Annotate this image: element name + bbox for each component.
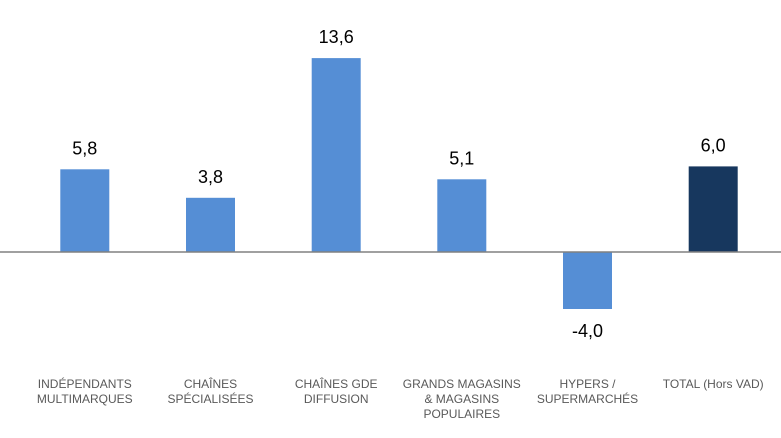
bars-group xyxy=(60,58,738,309)
category-label-line: & MAGASINS xyxy=(424,392,499,406)
category-label-2: CHAÎNES GDE DIFFUSION xyxy=(295,376,378,406)
category-label-line: INDÉPENDANTS xyxy=(38,376,132,391)
category-label-1: CHAÎNES SPÉCIALISÉES xyxy=(167,376,253,406)
value-label-1: 3,8 xyxy=(198,167,223,187)
category-label-line: SUPERMARCHÉS xyxy=(537,391,638,406)
category-label-line: POPULAIRES xyxy=(423,407,500,421)
bar-3 xyxy=(437,179,487,252)
value-label-4: -4,0 xyxy=(572,321,603,341)
value-label-2: 13,6 xyxy=(319,27,354,47)
bar-0 xyxy=(60,169,110,252)
category-label-3: GRANDS MAGASINS & MAGASINS POPULAIRES xyxy=(403,377,521,421)
category-label-line: CHAÎNES xyxy=(184,376,237,391)
value-label-5: 6,0 xyxy=(701,135,726,155)
category-label-0: INDÉPENDANTS MULTIMARQUES xyxy=(37,376,133,406)
bar-5 xyxy=(688,166,738,252)
category-label-4: HYPERS / SUPERMARCHÉS xyxy=(537,377,638,406)
category-label-line: TOTAL (Hors VAD) xyxy=(663,377,764,391)
category-label-line: GRANDS MAGASINS xyxy=(403,377,521,391)
bar-4 xyxy=(563,252,612,309)
bar-2 xyxy=(311,58,361,252)
category-label-line: DIFFUSION xyxy=(304,392,369,406)
value-labels-group: 5,8 3,8 13,6 5,1 -4,0 6,0 xyxy=(72,27,725,341)
category-label-5: TOTAL (Hors VAD) xyxy=(663,377,764,391)
category-label-line: CHAÎNES GDE xyxy=(295,376,378,391)
bar-1 xyxy=(186,197,235,252)
category-label-line: MULTIMARQUES xyxy=(37,392,133,406)
value-label-0: 5,8 xyxy=(72,138,97,158)
value-label-3: 5,1 xyxy=(449,148,474,168)
category-label-line: HYPERS / xyxy=(559,377,616,391)
category-label-line: SPÉCIALISÉES xyxy=(167,391,253,406)
category-labels-group: INDÉPENDANTS MULTIMARQUES CHAÎNES SPÉCIALIS… xyxy=(37,376,764,421)
